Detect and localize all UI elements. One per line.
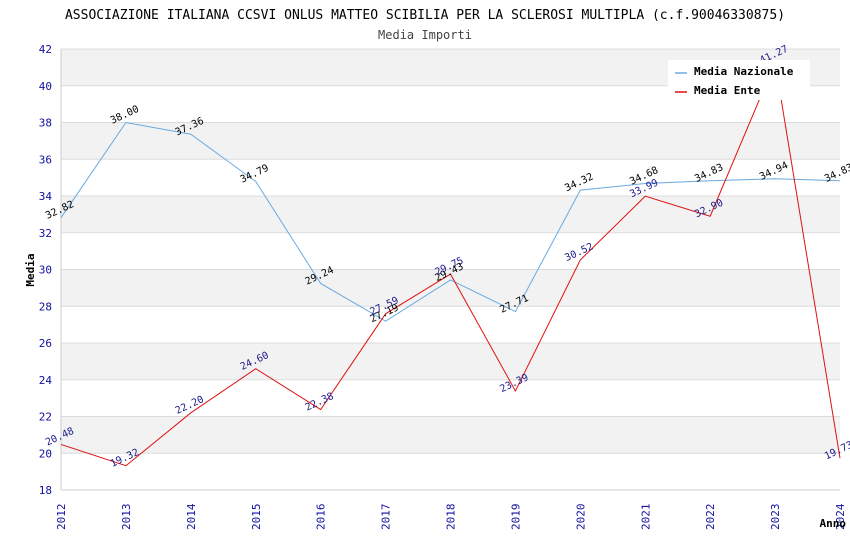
y-tick-label: 26 xyxy=(39,337,52,350)
grid-band xyxy=(61,159,840,196)
series-lines xyxy=(60,60,841,467)
grid-band xyxy=(61,416,840,454)
legend-label-media-nazionale: Media Nazionale xyxy=(694,65,794,78)
x-tick-label: 2016 xyxy=(315,504,328,531)
grid-band xyxy=(61,453,840,490)
y-tick-label: 18 xyxy=(39,484,52,497)
grid-band xyxy=(61,232,840,270)
grid-band xyxy=(61,269,840,307)
x-tick-label: 2023 xyxy=(769,504,782,531)
x-tick-label: 2015 xyxy=(250,504,263,531)
grid-band xyxy=(61,343,840,380)
x-tick-label: 2014 xyxy=(185,503,198,530)
y-tick-label: 20 xyxy=(39,447,52,460)
grid-band xyxy=(61,379,840,417)
grid-band xyxy=(61,306,840,343)
legend: Media Nazionale Media Ente xyxy=(668,60,810,100)
y-tick-label: 22 xyxy=(39,411,52,424)
x-tick-label: 2017 xyxy=(380,504,393,531)
x-tick-label: 2018 xyxy=(445,504,458,531)
x-axis-title: Anno xyxy=(820,517,847,530)
y-tick-label: 30 xyxy=(39,264,52,277)
y-axis-title: Media xyxy=(24,253,37,286)
series-line-media-ente xyxy=(60,60,841,467)
x-tick-label: 2012 xyxy=(55,504,68,531)
y-tick-label: 38 xyxy=(39,117,52,130)
grid-lines xyxy=(60,48,840,491)
x-tick-label: 2020 xyxy=(574,504,587,531)
grid-bands xyxy=(61,49,840,490)
chart-subtitle: Media Importi xyxy=(378,28,472,42)
series-line-media-nazionale xyxy=(60,121,841,322)
x-tick-label: 2019 xyxy=(509,504,522,531)
x-tick-label: 2013 xyxy=(120,504,133,531)
y-tick-label: 32 xyxy=(39,227,52,240)
y-axis-ticks: 18 20 22 24 26 28 30 32 34 36 38 40 42 xyxy=(39,43,53,497)
chart-title: ASSOCIAZIONE ITALIANA CCSVI ONLUS MATTEO… xyxy=(65,8,785,23)
y-tick-label: 40 xyxy=(39,80,52,93)
x-tick-label: 2024 xyxy=(834,503,847,530)
y-tick-label: 34 xyxy=(39,190,53,203)
y-tick-label: 36 xyxy=(39,153,52,166)
y-tick-label: 28 xyxy=(39,300,52,313)
grid-band xyxy=(61,122,840,160)
legend-label-media-ente: Media Ente xyxy=(694,84,761,97)
x-axis-ticks: 2012 2013 2014 2015 2016 2017 2018 2019 2020 2021… xyxy=(55,503,847,530)
grid-band xyxy=(61,196,840,233)
legend-box xyxy=(668,60,810,100)
x-tick-label: 2021 xyxy=(639,504,652,531)
y-tick-label: 24 xyxy=(39,374,53,387)
x-tick-label: 2022 xyxy=(704,504,717,531)
y-tick-label: 42 xyxy=(39,43,52,56)
